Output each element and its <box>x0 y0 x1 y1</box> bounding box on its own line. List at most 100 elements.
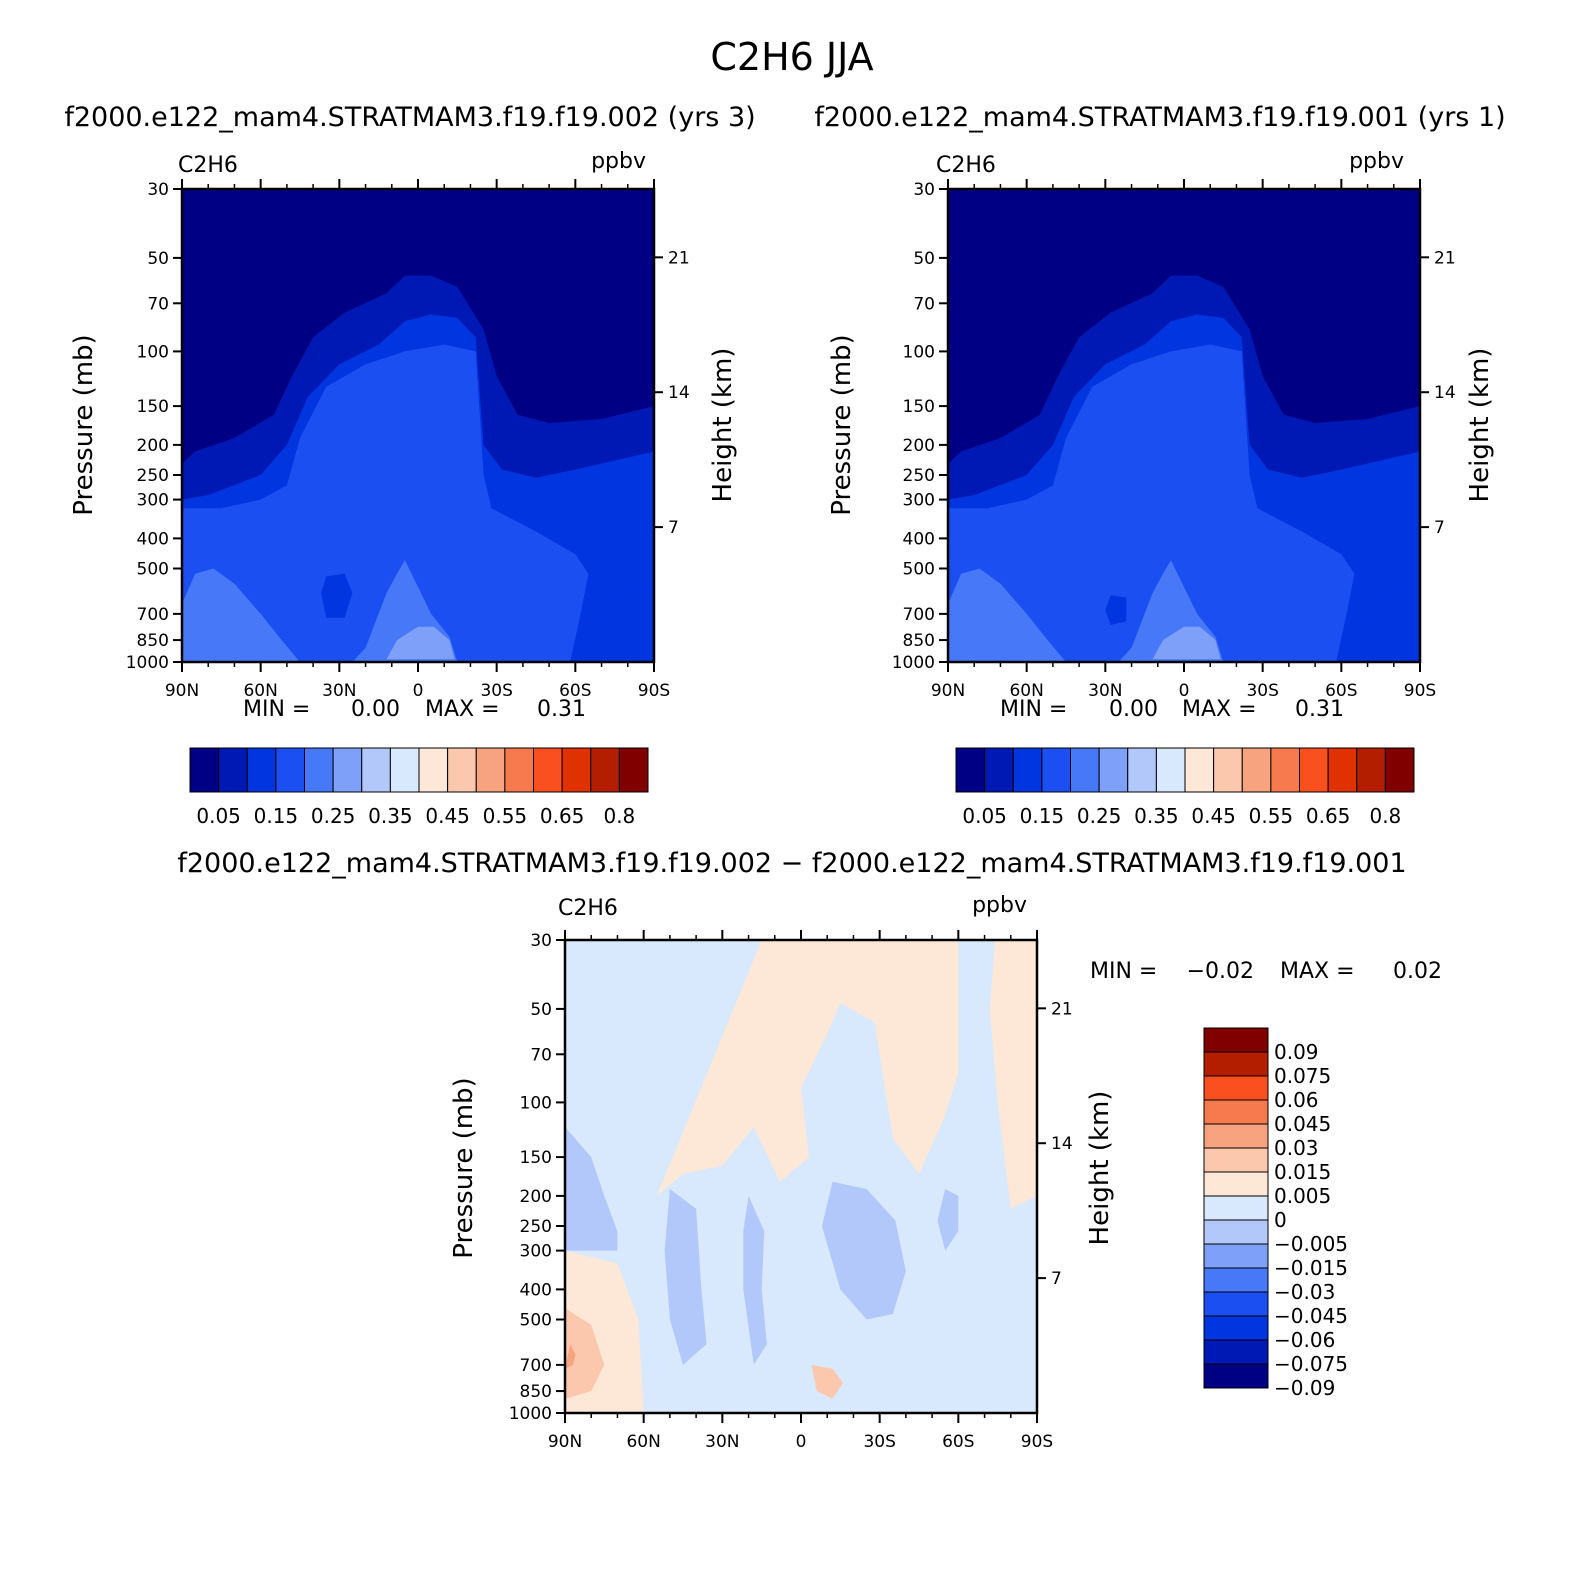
left-ytick-label: 100 <box>137 342 169 362</box>
diff-ylabel: Pressure (mb) <box>449 1077 479 1258</box>
right-colorbar-box <box>1184 747 1215 793</box>
left-colorbar-box <box>275 747 305 793</box>
right-xtick-label: 30N <box>1088 681 1122 701</box>
diff-xtick-label: 30N <box>705 1432 739 1452</box>
left-colorbar-label: 0.25 <box>311 804 356 828</box>
diff-y2label: Height (km) <box>1085 1091 1115 1246</box>
left-ytick-label: 200 <box>137 436 169 456</box>
diff-max-label: MAX = <box>1280 959 1355 984</box>
diff-positive-area-6 <box>811 1364 843 1399</box>
left-xtick-label: 90S <box>638 681 670 701</box>
diff-ytick-label: 850 <box>520 1382 552 1402</box>
diff-var-label: C2H6 <box>558 896 618 921</box>
left-xtick-label: 60S <box>559 681 591 701</box>
diff-ytick-label: 200 <box>520 1187 552 1207</box>
diff-ytick-label: 1000 <box>509 1404 552 1424</box>
right-y2tick-label: 7 <box>1434 518 1445 538</box>
left-ytick-label: 500 <box>137 560 169 580</box>
left-colorbar-label: 0.05 <box>196 804 241 828</box>
right-colorbar-box <box>1155 747 1186 793</box>
diff-max-value: 0.02 <box>1393 959 1442 984</box>
diff-colorbar-box <box>1203 1267 1269 1293</box>
diff-positive-area-4 <box>565 1308 605 1399</box>
right-units-label: ppbv <box>1349 149 1404 174</box>
diff-colorbar-label: 0.06 <box>1274 1088 1319 1112</box>
right-colorbar-box <box>1127 747 1157 793</box>
diff-positive-area-2 <box>989 940 1037 1209</box>
figure-title: C2H6 JJA <box>710 35 873 79</box>
diff-colorbar-label: 0.045 <box>1274 1112 1331 1136</box>
left-colorbar-box <box>418 747 449 793</box>
left-units-label: ppbv <box>591 149 646 174</box>
diff-colorbar-box <box>1203 1171 1269 1197</box>
left-ytick-label: 850 <box>137 631 169 651</box>
left-colorbar-label: 0.55 <box>483 804 528 828</box>
right-y2tick-label: 14 <box>1434 383 1456 403</box>
right-level-2b-area <box>1341 583 1420 662</box>
diff-xtick-label: 90N <box>548 1432 582 1452</box>
diff-ytick-label: 500 <box>520 1311 552 1331</box>
left-colorbar-label: 0.35 <box>368 804 413 828</box>
diff-colorbar-box <box>1203 1315 1269 1341</box>
diff-positive-area-5 <box>565 1344 576 1369</box>
diff-ytick-label: 30 <box>530 931 552 951</box>
diff-colorbar-box <box>1203 1291 1269 1317</box>
right-contour-field <box>948 189 1420 662</box>
right-xtick-label: 60N <box>1009 681 1043 701</box>
right-max-label: MAX = <box>1182 697 1257 722</box>
left-var-label: C2H6 <box>178 153 238 178</box>
diff-colorbar-label: −0.09 <box>1274 1376 1335 1400</box>
diff-colorbar-label: −0.075 <box>1274 1352 1348 1376</box>
right-ytick-label: 150 <box>903 397 935 417</box>
right-colorbar-label: 0.25 <box>1077 804 1122 828</box>
diff-colorbar-box <box>1203 1243 1269 1269</box>
left-colorbar-box <box>590 747 620 793</box>
right-max-value: 0.31 <box>1295 697 1344 722</box>
right-var-label: C2H6 <box>936 153 996 178</box>
left-colorbar-box <box>389 747 420 793</box>
diff-xtick-label: 60N <box>626 1432 660 1452</box>
left-level-5-area <box>386 626 455 660</box>
diff-colorbar-label: −0.005 <box>1274 1232 1348 1256</box>
diff-colorbar: 0.090.0750.060.0450.030.0150.0050−0.005−… <box>1203 1027 1348 1400</box>
right-ylabel: Pressure (mb) <box>827 334 857 515</box>
left-contour-field <box>182 189 654 662</box>
diff-subtitle: f2000.e122_mam4.STRATMAM3.f19.f19.002 − … <box>177 848 1406 879</box>
left-colorbar-label: 0.15 <box>254 804 299 828</box>
right-ytick-label: 70 <box>913 294 935 314</box>
left-xtick-label: 30S <box>480 681 512 701</box>
left-level-3-area <box>182 344 589 662</box>
diff-colorbar-box <box>1203 1219 1269 1245</box>
left-colorbar-box <box>246 747 277 793</box>
left-y2label: Height (km) <box>708 348 738 503</box>
left-ytick-label: 250 <box>137 466 169 486</box>
diff-ytick-label: 50 <box>530 1000 552 1020</box>
right-xtick-label: 60S <box>1325 681 1357 701</box>
right-colorbar-label: 0.8 <box>1369 804 1401 828</box>
right-colorbar-label: 0.15 <box>1020 804 1065 828</box>
left-colorbar-box <box>618 747 649 793</box>
right-ytick-label: 700 <box>903 605 935 625</box>
right-colorbar-box <box>1241 747 1272 793</box>
diff-negative-area-5 <box>937 1189 959 1251</box>
diff-colorbar-label: 0.015 <box>1274 1160 1331 1184</box>
right-xtick-label: 30S <box>1246 681 1278 701</box>
diff-colorbar-label: −0.015 <box>1274 1256 1348 1280</box>
right-xtick-label: 90N <box>931 681 965 701</box>
diff-units-label: ppbv <box>972 893 1027 918</box>
left-max-label: MAX = <box>425 697 500 722</box>
right-colorbar-box <box>1299 747 1329 793</box>
diff-colorbar-box <box>1203 1147 1269 1173</box>
left-colorbar-box <box>361 747 391 793</box>
diff-colorbar-box <box>1203 1123 1269 1149</box>
diff-colorbar-label: 0 <box>1274 1208 1287 1232</box>
right-colorbar-label: 0.45 <box>1191 804 1236 828</box>
left-y2tick-label: 21 <box>668 248 690 268</box>
right-colorbar-label: 0.35 <box>1134 804 1179 828</box>
diff-ytick-label: 250 <box>520 1217 552 1237</box>
right-colorbar-box <box>1070 747 1100 793</box>
diff-colorbar-label: 0.075 <box>1274 1064 1331 1088</box>
diff-xtick-label: 0 <box>796 1432 807 1452</box>
right-colorbar-box <box>1213 747 1243 793</box>
